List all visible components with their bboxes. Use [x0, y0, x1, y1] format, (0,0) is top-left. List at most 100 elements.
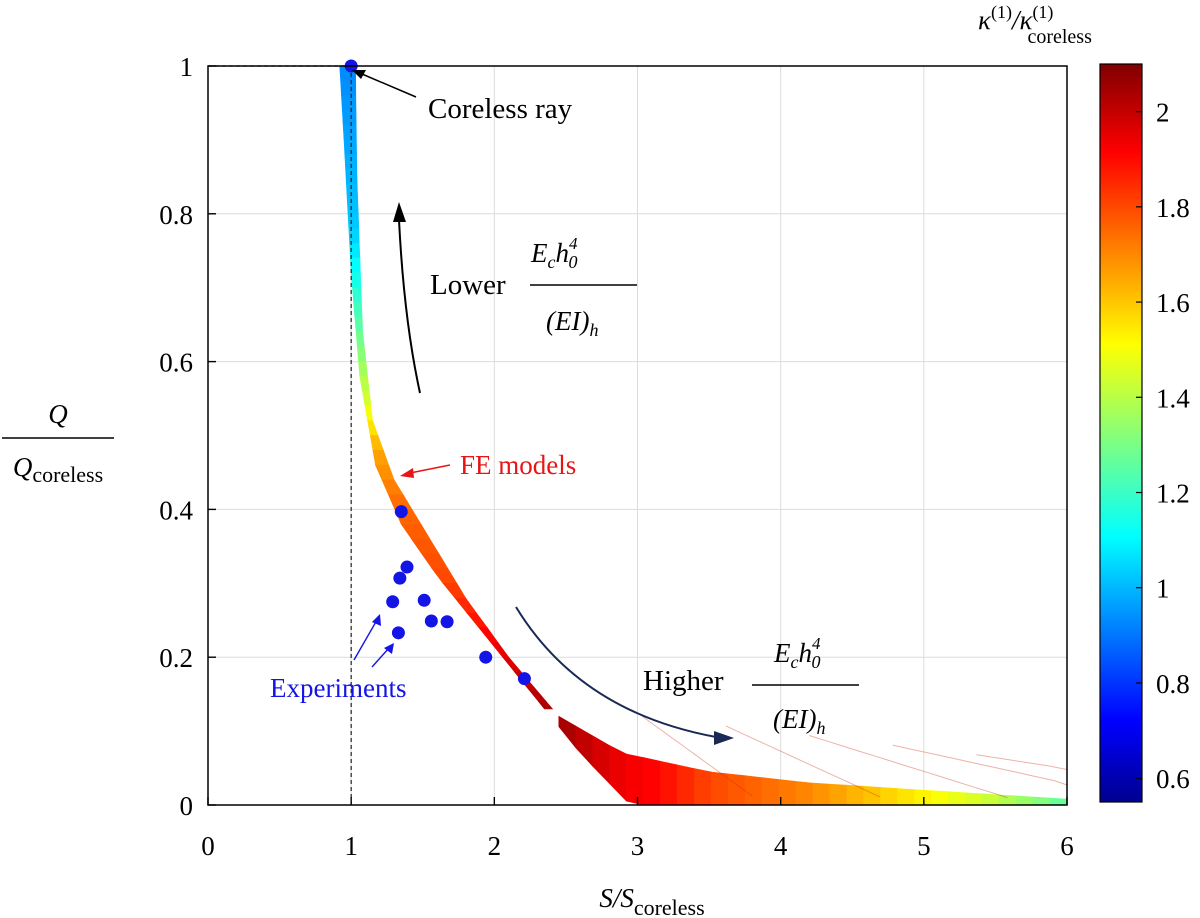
fe-band-tail-segment [660, 760, 678, 806]
coreless-ray-label: Coreless ray [428, 93, 573, 125]
experiment-point [424, 614, 438, 628]
experiment-point [391, 626, 405, 640]
fe-band-segment [340, 80, 357, 96]
fe-band-tail-segment [676, 764, 695, 806]
colorbar: 0.60.811.21.41.61.82 κ(1)/κ(1) coreless [978, 2, 1190, 803]
fe-band-segment [372, 449, 390, 466]
svg-text:(EI)h: (EI)h [773, 704, 825, 738]
experiment-point [440, 615, 454, 629]
fe-band-segment [421, 553, 449, 569]
lower-curved-arrowhead [393, 202, 406, 222]
lower-num-h: h [556, 238, 570, 268]
fe-mesh-line [725, 725, 881, 798]
fe-band-segment [341, 110, 357, 126]
lower-den-sub: h [589, 320, 598, 340]
fe-band-tail-segment [744, 775, 763, 806]
experiments-label: Experiments [270, 673, 406, 703]
fe-band-segment [352, 287, 362, 303]
fe-band-tail-segment [1049, 797, 1068, 806]
fe-band-segment [525, 686, 547, 702]
higher-den: (EI) [773, 704, 816, 734]
fe-band-segment [346, 198, 359, 215]
experiment-point [394, 505, 408, 519]
svg-text:(EI)h: (EI)h [546, 306, 598, 340]
fe-band-segment [346, 183, 359, 200]
colorbar-gradient [1099, 63, 1143, 803]
experiments-annotation: Experiments [270, 614, 406, 703]
fe-mesh-line [642, 715, 753, 797]
fe-band-tail-segment [643, 757, 661, 806]
fe-band-segment [367, 420, 379, 436]
colorbar-title-kappa: κ [978, 5, 992, 35]
fe-band-tail-segment [1015, 795, 1034, 806]
lower-num-zero: 0 [569, 252, 578, 272]
fe-models-band [339, 65, 1068, 806]
colorbar-tick-label: 2 [1156, 98, 1170, 128]
fe-band-segment [348, 228, 360, 244]
lower-stiffness-annotation: Lower Ech4 0 (EI)h [393, 202, 637, 394]
fe-band-segment [502, 656, 522, 673]
experiment-point [479, 650, 493, 664]
fe-band-segment [375, 464, 395, 481]
higher-num-e: E [773, 638, 791, 668]
fe-band-tail-segment [931, 790, 949, 806]
fe-band-tail-segment [981, 793, 1000, 806]
coreless-ray-arrow [361, 73, 417, 98]
fe-band-segment [350, 272, 362, 289]
colorbar-title-sup: (1) [991, 2, 1012, 23]
colorbar-tick-label: 0.8 [1156, 669, 1190, 699]
fe-band-tail-segment [693, 768, 712, 806]
fe-models-arrow [409, 464, 451, 474]
fe-band-segment [362, 390, 372, 407]
colorbar-ticks: 0.6 0.8 1 1.2 1.4 1.6 1.8 2 [1136, 98, 1190, 794]
lower-label: Lower [430, 269, 506, 301]
fe-band-segment [431, 568, 458, 584]
higher-num-h: h [799, 638, 813, 668]
colorbar-tick-label: 1.4 [1156, 383, 1190, 413]
fe-band-segment [364, 405, 373, 422]
fe-band-segment [354, 316, 363, 333]
higher-label: Higher [643, 665, 724, 697]
fe-band-tail-segment [795, 781, 814, 806]
fe-band-segment [410, 538, 440, 555]
higher-num-zero: 0 [812, 652, 821, 672]
lower-curved-arrow [398, 219, 421, 394]
y-tick-label: 0.2 [159, 643, 193, 673]
coreless-ray-arrowhead [352, 70, 366, 79]
coreless-ray-annotation: Coreless ray [352, 70, 573, 125]
fe-band-tail-segment [914, 789, 932, 806]
fe-band-segment [356, 346, 367, 362]
y-axis-label-denominator-sub: coreless [32, 462, 103, 487]
lower-num-c: c [548, 252, 556, 272]
fe-band-tail-segment [897, 788, 915, 806]
fe-band-tail-segment [626, 753, 644, 806]
fe-band-tail-segment [812, 782, 831, 806]
fe-band-segment [358, 361, 368, 377]
higher-num-c: c [791, 652, 799, 672]
fe-band-segment [466, 612, 488, 628]
fe-band-segment [347, 213, 360, 229]
experiment-point [393, 571, 407, 585]
fe-band-segment [478, 627, 499, 643]
fe-band-tail-segment [592, 735, 610, 785]
experiment-point [517, 672, 531, 686]
x-tick-label: 3 [631, 831, 645, 861]
colorbar-tick-label: 1.2 [1156, 479, 1190, 509]
x-tick-label: 5 [917, 831, 931, 861]
fe-band-tail-segment [609, 745, 627, 802]
colorbar-tick-label: 1 [1156, 574, 1170, 604]
fe-band-segment [341, 95, 357, 111]
y-axis-label-numerator: Q [48, 399, 68, 429]
lower-num-e: E [530, 238, 548, 268]
x-tick-label: 0 [201, 831, 215, 861]
fe-band-segment [343, 139, 357, 155]
fe-band-tail-segment [829, 783, 848, 806]
experiment-point [386, 595, 400, 609]
y-tick-label: 0 [180, 791, 194, 821]
fe-band-segment [342, 124, 357, 141]
fe-band-segment [353, 302, 363, 318]
higher-curved-arrow [515, 606, 717, 738]
fe-band-tail-segment [761, 777, 780, 806]
